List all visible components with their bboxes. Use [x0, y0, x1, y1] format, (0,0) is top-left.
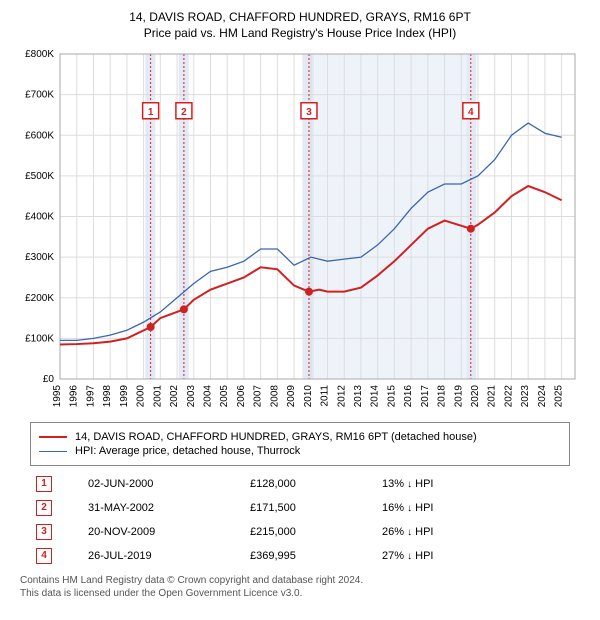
- svg-text:4: 4: [468, 107, 474, 118]
- price-chart: £0 £100K £200K £300K £400K £500K £600K £700K £80…: [18, 48, 583, 408]
- title-address: 14, DAVIS ROAD, CHAFFORD HUNDRED, GRAYS,…: [10, 10, 590, 24]
- legend-swatch: [39, 436, 67, 438]
- svg-text:2004: 2004: [202, 385, 213, 408]
- tx-date: 26-JUL-2019: [82, 544, 244, 568]
- svg-text:2022: 2022: [503, 385, 514, 408]
- legend-label: HPI: Average price, detached house, Thur…: [75, 445, 300, 457]
- svg-text:2: 2: [181, 107, 187, 118]
- legend-row: 14, DAVIS ROAD, CHAFFORD HUNDRED, GRAYS,…: [39, 431, 561, 443]
- tx-marker: 4: [36, 548, 52, 564]
- svg-text:2009: 2009: [286, 385, 297, 408]
- svg-text:2001: 2001: [152, 385, 163, 408]
- tx-marker: 3: [36, 524, 52, 540]
- svg-text:1995: 1995: [52, 385, 63, 408]
- tx-price: £215,000: [244, 520, 376, 544]
- svg-text:2018: 2018: [436, 385, 447, 408]
- svg-text:£100K: £100K: [25, 333, 54, 344]
- svg-text:1996: 1996: [68, 385, 79, 408]
- tx-date: 20-NOV-2009: [82, 520, 244, 544]
- svg-text:2013: 2013: [352, 385, 363, 408]
- svg-text:1999: 1999: [118, 385, 129, 408]
- svg-text:2007: 2007: [252, 385, 263, 408]
- svg-text:2020: 2020: [470, 385, 481, 408]
- tx-price: £128,000: [244, 472, 376, 496]
- tx-vs-hpi: 27% ↓ HPI: [376, 544, 570, 568]
- svg-text:2005: 2005: [219, 385, 230, 408]
- svg-text:2017: 2017: [419, 385, 430, 408]
- svg-text:2024: 2024: [536, 385, 547, 408]
- table-row: 1 02-JUN-2000£128,00013% ↓ HPI: [30, 472, 570, 496]
- svg-text:2002: 2002: [169, 385, 180, 408]
- legend-label: 14, DAVIS ROAD, CHAFFORD HUNDRED, GRAYS,…: [75, 431, 477, 443]
- table-row: 3 20-NOV-2009£215,00026% ↓ HPI: [30, 520, 570, 544]
- footer-attribution: Contains HM Land Registry data © Crown c…: [20, 574, 580, 600]
- svg-text:3: 3: [306, 107, 312, 118]
- svg-text:2025: 2025: [553, 385, 564, 408]
- tx-price: £369,995: [244, 544, 376, 568]
- svg-text:£0: £0: [42, 374, 54, 385]
- svg-text:£200K: £200K: [25, 293, 54, 304]
- tx-date: 31-MAY-2002: [82, 496, 244, 520]
- legend-row: HPI: Average price, detached house, Thur…: [39, 445, 561, 457]
- tx-date: 02-JUN-2000: [82, 472, 244, 496]
- svg-text:2015: 2015: [386, 385, 397, 408]
- tx-marker: 1: [36, 476, 52, 492]
- svg-text:2021: 2021: [486, 385, 497, 408]
- svg-text:2019: 2019: [453, 385, 464, 408]
- footer-line-2: This data is licensed under the Open Gov…: [20, 587, 580, 600]
- table-row: 2 31-MAY-2002£171,50016% ↓ HPI: [30, 496, 570, 520]
- svg-text:£700K: £700K: [25, 90, 54, 101]
- svg-text:1997: 1997: [85, 385, 96, 408]
- svg-text:2003: 2003: [185, 385, 196, 408]
- svg-text:2011: 2011: [319, 385, 330, 407]
- tx-vs-hpi: 16% ↓ HPI: [376, 496, 570, 520]
- svg-text:2023: 2023: [520, 385, 531, 408]
- svg-text:£600K: £600K: [25, 130, 54, 141]
- svg-text:2000: 2000: [135, 385, 146, 408]
- table-row: 4 26-JUL-2019£369,99527% ↓ HPI: [30, 544, 570, 568]
- svg-text:2012: 2012: [336, 385, 347, 408]
- svg-text:2016: 2016: [403, 385, 414, 408]
- tx-price: £171,500: [244, 496, 376, 520]
- tx-marker: 2: [36, 500, 52, 516]
- svg-text:2014: 2014: [369, 385, 380, 408]
- transactions-table: 1 02-JUN-2000£128,00013% ↓ HPI 2 31-MAY-200…: [30, 472, 570, 568]
- svg-text:£800K: £800K: [25, 49, 54, 60]
- svg-text:2006: 2006: [235, 385, 246, 408]
- svg-text:£500K: £500K: [25, 171, 54, 182]
- legend-swatch: [39, 451, 67, 452]
- tx-vs-hpi: 13% ↓ HPI: [376, 472, 570, 496]
- legend: 14, DAVIS ROAD, CHAFFORD HUNDRED, GRAYS,…: [30, 422, 570, 466]
- svg-text:£300K: £300K: [25, 252, 54, 263]
- title-subtitle: Price paid vs. HM Land Registry's House …: [10, 26, 590, 40]
- svg-text:1: 1: [147, 107, 153, 118]
- svg-text:£400K: £400K: [25, 212, 54, 223]
- svg-text:2010: 2010: [302, 385, 313, 408]
- svg-text:2008: 2008: [269, 385, 280, 408]
- tx-vs-hpi: 26% ↓ HPI: [376, 520, 570, 544]
- svg-text:1998: 1998: [102, 385, 113, 408]
- footer-line-1: Contains HM Land Registry data © Crown c…: [20, 574, 580, 587]
